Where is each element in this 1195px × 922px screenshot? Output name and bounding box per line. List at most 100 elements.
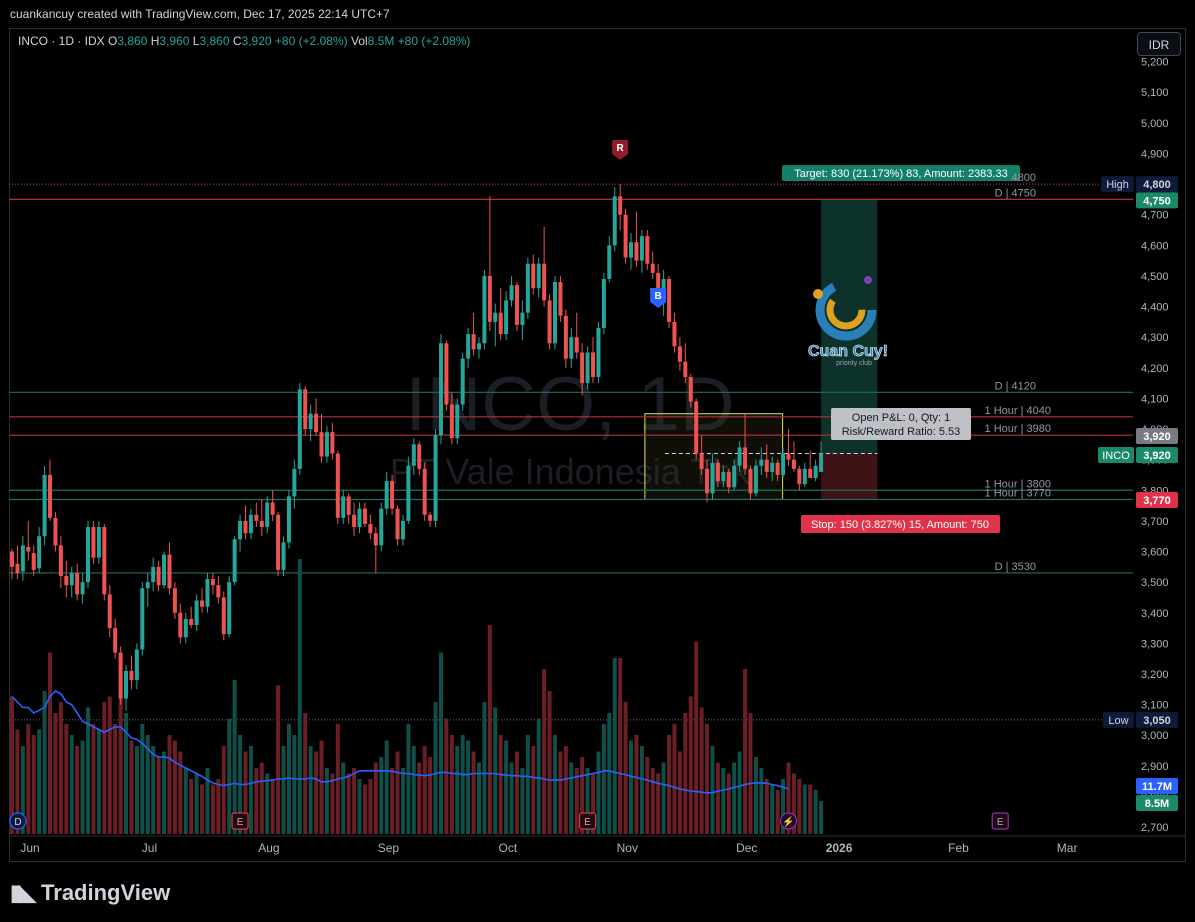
candle-body[interactable]	[20, 545, 25, 572]
candle-body[interactable]	[753, 465, 758, 494]
candle-body[interactable]	[759, 459, 764, 466]
candle-body[interactable]	[373, 533, 378, 546]
candle-body[interactable]	[748, 468, 753, 494]
stop-label[interactable]: Stop: 150 (3.827%) 15, Amount: 750	[801, 515, 1000, 533]
candle-body[interactable]	[390, 481, 395, 509]
candle-body[interactable]	[86, 527, 91, 583]
candle-body[interactable]	[270, 502, 275, 515]
earnings-event-icon[interactable]: E	[991, 812, 1009, 830]
candle-body[interactable]	[563, 315, 568, 359]
candle-body[interactable]	[113, 628, 118, 653]
candle-body[interactable]	[645, 236, 650, 264]
candle-body[interactable]	[134, 649, 139, 681]
candle-body[interactable]	[476, 343, 481, 350]
candle-body[interactable]	[243, 520, 248, 534]
candle-body[interactable]	[42, 474, 47, 537]
candle-body[interactable]	[221, 597, 226, 635]
buy-marker-icon[interactable]	[650, 288, 667, 308]
candle-body[interactable]	[64, 576, 69, 586]
candle-body[interactable]	[118, 652, 123, 699]
candle-body[interactable]	[699, 453, 704, 469]
candle-body[interactable]	[384, 481, 389, 509]
candle-body[interactable]	[694, 401, 699, 454]
candle-body[interactable]	[607, 245, 612, 280]
candle-body[interactable]	[341, 496, 346, 518]
candle-body[interactable]	[487, 275, 492, 322]
candle-body[interactable]	[330, 432, 335, 454]
candle-body[interactable]	[536, 263, 541, 289]
candle-body[interactable]	[764, 459, 769, 472]
candle-body[interactable]	[189, 618, 194, 626]
candle-body[interactable]	[216, 585, 221, 598]
candle-body[interactable]	[770, 462, 775, 472]
candle-body[interactable]	[167, 554, 172, 589]
candle-body[interactable]	[96, 527, 101, 558]
candle-body[interactable]	[482, 275, 487, 344]
candle-body[interactable]	[618, 196, 623, 215]
candle-body[interactable]	[514, 285, 519, 325]
candle-body[interactable]	[819, 453, 824, 472]
candle-body[interactable]	[737, 447, 742, 466]
candle-body[interactable]	[509, 285, 514, 301]
split-event-icon[interactable]: ⚡	[779, 812, 798, 830]
dividend-event-icon[interactable]: D	[9, 812, 27, 830]
candle-body[interactable]	[601, 279, 606, 328]
candle-body[interactable]	[406, 465, 411, 521]
candle-body[interactable]	[688, 376, 693, 402]
candle-body[interactable]	[292, 468, 297, 497]
candle-body[interactable]	[10, 551, 14, 567]
candle-body[interactable]	[705, 468, 710, 494]
candle-body[interactable]	[797, 468, 802, 485]
candle-body[interactable]	[433, 435, 438, 521]
candle-body[interactable]	[303, 389, 308, 430]
candle-body[interactable]	[520, 312, 525, 325]
candle-body[interactable]	[172, 588, 177, 613]
candle-body[interactable]	[471, 334, 476, 350]
candle-body[interactable]	[498, 312, 503, 335]
candle-body[interactable]	[368, 523, 373, 534]
candle-body[interactable]	[650, 263, 655, 273]
candle-body[interactable]	[308, 413, 313, 430]
candle-body[interactable]	[297, 389, 302, 469]
candle-body[interactable]	[525, 263, 530, 313]
candle-body[interactable]	[612, 196, 617, 246]
candle-body[interactable]	[210, 579, 215, 586]
candle-body[interactable]	[145, 582, 150, 589]
position-info[interactable]: Open P&L: 0, Qty: 1 Risk/Reward Ratio: 5.…	[831, 408, 971, 440]
candle-body[interactable]	[466, 334, 471, 359]
candle-body[interactable]	[547, 300, 552, 344]
candle-body[interactable]	[455, 404, 460, 439]
candle-body[interactable]	[91, 527, 96, 558]
candle-body[interactable]	[205, 579, 210, 607]
candle-body[interactable]	[808, 468, 813, 479]
candle-body[interactable]	[69, 572, 74, 586]
candle-body[interactable]	[639, 236, 644, 261]
sell-marker-icon[interactable]	[612, 140, 629, 160]
candle-body[interactable]	[26, 546, 31, 552]
candle-body[interactable]	[58, 545, 63, 577]
candle-body[interactable]	[286, 496, 291, 543]
candle-body[interactable]	[124, 670, 129, 699]
candle-body[interactable]	[813, 465, 818, 479]
candle-body[interactable]	[324, 432, 329, 457]
candle-body[interactable]	[238, 520, 243, 540]
candle-body[interactable]	[542, 263, 547, 301]
candle-body[interactable]	[140, 588, 145, 650]
candle-body[interactable]	[672, 321, 677, 347]
candle-body[interactable]	[791, 459, 796, 469]
candle-body[interactable]	[596, 327, 601, 377]
candle-body[interactable]	[802, 468, 807, 485]
candle-body[interactable]	[314, 413, 319, 433]
candle-body[interactable]	[335, 453, 340, 518]
candle-body[interactable]	[248, 514, 253, 534]
candle-body[interactable]	[48, 474, 53, 518]
candle-body[interactable]	[656, 272, 661, 292]
candle-body[interactable]	[107, 594, 112, 629]
candle-body[interactable]	[129, 670, 134, 681]
candle-body[interactable]	[743, 447, 748, 469]
target-label[interactable]: Target: 830 (21.173%) 83, Amount: 2383.3…	[782, 165, 1020, 182]
candle-body[interactable]	[715, 462, 720, 482]
candle-body[interactable]	[75, 572, 80, 595]
candle-body[interactable]	[629, 242, 634, 258]
